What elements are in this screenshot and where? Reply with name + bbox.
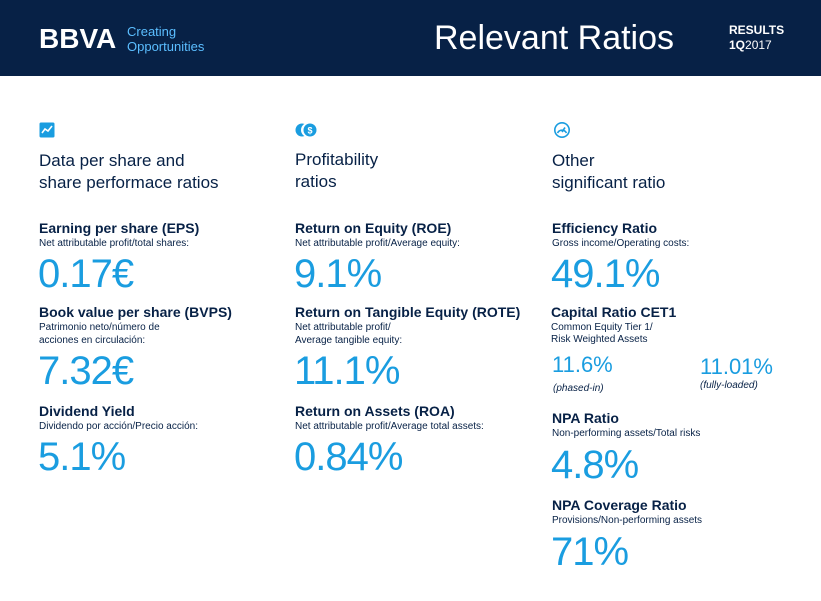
- cet1-desc-line1: Common Equity Tier 1/: [551, 322, 653, 333]
- column-title-line1: Other: [552, 151, 595, 170]
- page-title: Relevant Ratios: [434, 19, 675, 57]
- column-title-line1: Data per share and: [39, 151, 185, 170]
- column-title-other: Other significant ratio: [552, 150, 665, 194]
- tagline: Creating Opportunities: [127, 24, 204, 54]
- rote-desc-line1: Net attributable profit/: [295, 322, 391, 333]
- cet1-phased-in-note: (phased-in): [553, 383, 604, 394]
- npa-coverage-label: NPA Coverage Ratio: [552, 497, 687, 513]
- dividend-yield-label: Dividend Yield: [39, 403, 135, 419]
- column-title-line1: Profitability: [295, 150, 379, 169]
- roe-desc: Net attributable profit/Average equity:: [295, 238, 460, 249]
- svg-text:$: $: [307, 126, 312, 136]
- column-title-line2: significant ratio: [552, 173, 666, 192]
- efficiency-desc: Gross income/Operating costs:: [552, 238, 690, 249]
- rote-value: 11.1%: [294, 349, 400, 393]
- bvps-value: 7.32€: [38, 349, 134, 393]
- dividend-yield-value: 5.1%: [38, 435, 126, 479]
- tagline-line1: Creating: [127, 24, 177, 39]
- column-title-line2: share performace ratios: [39, 173, 219, 192]
- bvps-desc-line1: Patrimonio neto/número de: [39, 322, 160, 333]
- gauge-icon: [554, 122, 570, 138]
- bvps-label: Book value per share (BVPS): [39, 304, 232, 320]
- period-quarter: 1Q: [729, 38, 746, 52]
- roe-value: 9.1%: [294, 252, 382, 296]
- roa-desc: Net attributable profit/Average total as…: [295, 421, 484, 432]
- npa-ratio-value: 4.8%: [551, 443, 639, 487]
- cet1-fully-loaded-note: (fully-loaded): [700, 380, 758, 391]
- roa-label: Return on Assets (ROA): [295, 403, 455, 419]
- efficiency-value: 49.1%: [551, 252, 660, 296]
- tagline-line2: Opportunities: [127, 39, 205, 54]
- period-year: 2017: [745, 38, 772, 52]
- cet1-phased-in-value: 11.6%: [552, 352, 613, 377]
- header-bar: BBVA Creating Opportunities Relevant Rat…: [0, 0, 821, 76]
- eps-value: 0.17€: [38, 252, 134, 296]
- cet1-desc-line2: Risk Weighted Assets: [551, 334, 648, 345]
- bbva-logo: BBVA: [39, 23, 117, 54]
- npa-ratio-desc: Non-performing assets/Total risks: [552, 428, 701, 439]
- cet1-label: Capital Ratio CET1: [551, 304, 677, 320]
- eps-label: Earning per share (EPS): [39, 220, 200, 236]
- chart-trend-icon: [39, 122, 55, 138]
- efficiency-label: Efficiency Ratio: [552, 220, 658, 236]
- period: 1Q2017: [729, 38, 784, 53]
- bvps-desc-line2: acciones en circulación:: [39, 335, 146, 346]
- column-title-line2: ratios: [295, 172, 337, 191]
- column-title-profitability: Profitability ratios: [295, 149, 378, 193]
- npa-ratio-label: NPA Ratio: [552, 410, 619, 426]
- rote-label: Return on Tangible Equity (ROTE): [295, 304, 521, 320]
- column-title-share-data: Data per share and share performace rati…: [39, 150, 219, 194]
- rote-desc-line2: Average tangible equity:: [295, 335, 403, 346]
- npa-coverage-desc: Provisions/Non-performing assets: [552, 515, 703, 526]
- cet1-fully-loaded-value: 11.01%: [700, 354, 773, 379]
- roa-value: 0.84%: [294, 435, 403, 479]
- dollar-coins-icon: $: [295, 123, 317, 137]
- results-period: RESULTS 1Q2017: [729, 23, 784, 53]
- results-label: RESULTS: [729, 23, 785, 37]
- roe-label: Return on Equity (ROE): [295, 220, 452, 236]
- eps-desc: Net attributable profit/total shares:: [39, 238, 190, 249]
- npa-coverage-value: 71%: [551, 530, 629, 574]
- dividend-yield-desc: Dividendo por acción/Precio acción:: [39, 421, 198, 432]
